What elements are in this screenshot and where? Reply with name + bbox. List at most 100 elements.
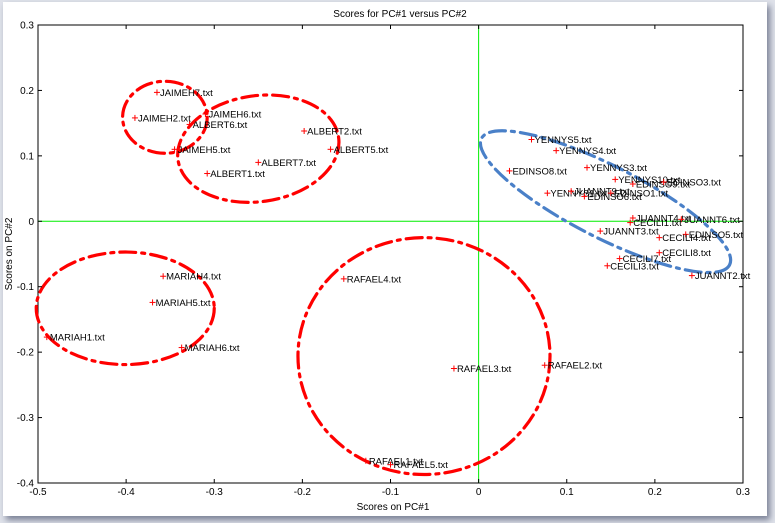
data-point: CECILI4.txt (656, 233, 711, 244)
x-tick-label: 0.3 (736, 487, 750, 498)
data-point: JAIMEH5.txt (171, 145, 231, 156)
data-point: YENNYS10.txt (612, 175, 681, 186)
point-label: MARIAH5.txt (156, 298, 211, 309)
scatter-chart: Scores for PC#1 versus PC#2 JAIMEH7.txtJ… (4, 9, 751, 513)
point-label: RAFAEL1.txt (369, 456, 424, 467)
point-label: ALBERT2.txt (307, 126, 362, 137)
x-tick-label: -0.1 (382, 487, 400, 498)
point-label: ALBERT1.txt (210, 169, 265, 180)
y-axis-label: Scores on PC#2 (4, 217, 15, 290)
cluster-ellipse-4 (296, 236, 552, 477)
data-point: JUANNT6.txt (678, 215, 740, 226)
x-tick-label: -0.4 (118, 487, 136, 498)
point-label: JUANNT6.txt (684, 215, 740, 226)
point-label: ALBERT6.txt (193, 120, 248, 131)
point-label: CECILI3.txt (610, 261, 659, 272)
data-point: ALBERT1.txt (204, 169, 265, 180)
data-point: EDINSO5.txt (682, 230, 744, 241)
chart-title: Scores for PC#1 versus PC#2 (333, 9, 467, 20)
data-point: MARIAH1.txt (43, 333, 105, 344)
point-label: ALBERT5.txt (334, 145, 389, 156)
point-label: EDINSO8.txt (512, 166, 567, 177)
y-axis-ticks: 0.3 0.2 0.1 0 -0.1 -0.2 -0.3 -0.4 (17, 21, 743, 490)
data-point: CECILI7.txt (616, 254, 672, 265)
point-label: RAFAEL3.txt (457, 364, 512, 375)
y-tick-label: -0.1 (17, 282, 35, 293)
data-point: RAFAEL1.txt (362, 456, 424, 467)
x-tick-label: -0.3 (206, 487, 224, 498)
data-point: YENNYS5.txt (528, 135, 592, 146)
data-point: CECILI3.txt (604, 261, 659, 272)
point-label: RAFAEL2.txt (548, 361, 603, 372)
data-points: JAIMEH7.txt JAIMEH2.txt JAIMEH6.txtALBERT6… (43, 88, 751, 471)
y-tick-label: -0.4 (17, 479, 35, 490)
point-label: YENNYS3.txt (590, 163, 647, 174)
data-point: RAFAEL3.txt (450, 364, 512, 375)
data-point: EDINSO1.txt (607, 189, 669, 200)
point-label: CECILI8.txt (662, 248, 711, 259)
data-point: MARIAH5.txt (149, 298, 211, 309)
data-point: CECILI1.txt (627, 218, 682, 229)
data-point: JUANNT3.txt (597, 227, 659, 238)
point-label: JAIMEH6.txt (208, 109, 261, 120)
point-label: JUANNT9.txt (574, 187, 630, 198)
point-label: YENNYS4.txt (559, 146, 616, 157)
point-label: EDINSO1.txt (614, 189, 669, 200)
x-tick-label: 0.1 (560, 487, 574, 498)
x-axis-label: Scores on PC#1 (357, 502, 430, 513)
cluster-ellipse-1 (120, 79, 209, 155)
point-label: RAFAEL4.txt (347, 274, 402, 285)
x-tick-label: 0 (476, 487, 482, 498)
data-point: RAFAEL2.txt (541, 361, 603, 372)
point-label: JAIMEH5.txt (178, 145, 231, 156)
data-point: JUANNT2.txt (688, 271, 751, 282)
data-point: MARIAH4.txt (160, 272, 221, 283)
data-point: EDINSO8.txt (506, 166, 567, 177)
point-label: MARIAH1.txt (50, 333, 105, 344)
point-label: YENNYS5.txt (535, 135, 592, 146)
y-tick-label: -0.3 (17, 413, 35, 424)
data-point: ALBERT6.txt (186, 120, 248, 131)
data-point: JUANNT9.txt (568, 187, 630, 198)
data-point: JAIMEH2.txt (131, 113, 191, 124)
y-tick-label: 0.3 (20, 21, 34, 32)
cluster-ellipses (34, 79, 733, 477)
x-tick-label: -0.5 (29, 487, 47, 498)
data-point: JAIMEH7.txt (153, 88, 213, 99)
data-point: YENNYS3.txt (584, 163, 647, 174)
zero-lines (38, 25, 743, 483)
point-label: CECILI7.txt (623, 254, 672, 265)
cluster-ellipse-5 (478, 129, 733, 275)
point-label: JAIMEH7.txt (160, 88, 213, 99)
point-label: ALBERT7.txt (261, 158, 316, 169)
data-point: YENNYS1.txt (544, 189, 608, 200)
data-point: ALBERT2.txt (301, 126, 362, 137)
y-tick-label: 0 (28, 217, 34, 228)
data-point: YENNYS4.txt (553, 146, 617, 157)
point-label: JUANNT2.txt (695, 271, 751, 282)
y-tick-label: 0.2 (20, 86, 34, 97)
y-tick-label: 0.1 (20, 151, 34, 162)
data-point: RAFAEL4.txt (340, 274, 402, 285)
data-point: EDINSO6.txt (581, 192, 642, 203)
point-label: CECILI1.txt (633, 218, 682, 229)
point-label: RAFAEL5.txt (394, 460, 449, 471)
data-point: ALBERT5.txt (327, 145, 389, 156)
point-label: EDINSO5.txt (689, 230, 744, 241)
data-point: JUANNT4.txt (629, 214, 692, 225)
point-label: MARIAH6.txt (185, 343, 240, 354)
point-label: EDINSO6.txt (587, 192, 642, 203)
point-label: JUANNT4.txt (636, 214, 692, 225)
data-point: MARIAH6.txt (178, 343, 240, 354)
data-point: ALBERT7.txt (255, 158, 316, 169)
y-tick-label: -0.2 (17, 348, 35, 359)
data-point: JAIMEH6.txt (202, 109, 262, 120)
point-label: JUANNT3.txt (603, 227, 659, 238)
cluster-ellipse-2 (176, 93, 341, 204)
point-label: YENNYS1.txt (550, 189, 607, 200)
data-point: CECILI8.txt (656, 248, 711, 259)
x-tick-label: 0.2 (648, 487, 662, 498)
data-point: EDINSO3.txt (660, 178, 721, 189)
data-point: RAFAEL5.txt (387, 460, 449, 471)
cluster-ellipse-3 (34, 250, 216, 367)
